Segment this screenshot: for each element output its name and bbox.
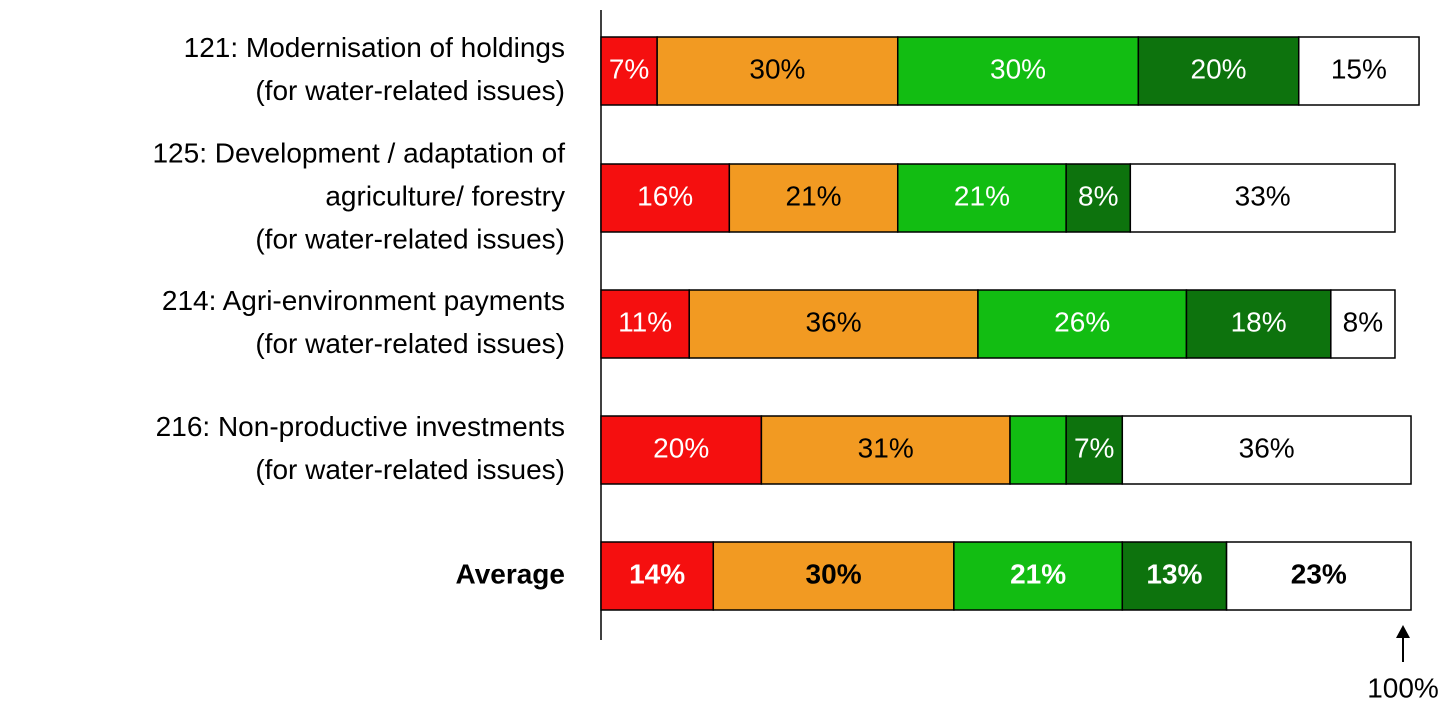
bar-segment (1121, 415, 1412, 485)
bar-segment (1065, 415, 1124, 485)
value-label: 16% (637, 180, 693, 211)
category-label: agriculture/ forestry (325, 180, 565, 211)
category-label: 121: Modernisation of holdings (184, 32, 565, 63)
value-label: 20% (1191, 53, 1247, 84)
bar-segment (600, 541, 715, 611)
bar-segment (688, 289, 979, 359)
bar-segment (712, 541, 955, 611)
category-label: (for water-related issues) (255, 223, 565, 254)
value-label: 7% (1074, 432, 1114, 463)
annotation-text: 100% (1367, 672, 1439, 703)
bar-segment (600, 289, 690, 359)
bar-segment (1297, 36, 1420, 106)
value-label: 21% (1010, 558, 1066, 589)
category-label: (for water-related issues) (255, 454, 565, 485)
value-label: 36% (806, 306, 862, 337)
value-label: 11% (618, 306, 672, 337)
bar-segment (1121, 541, 1228, 611)
bar-segment (896, 36, 1140, 106)
bar-segment (600, 415, 763, 485)
category-label: (for water-related issues) (255, 75, 565, 106)
value-label: 23% (1291, 558, 1347, 589)
bar-segment (656, 36, 899, 106)
bar-segment (1225, 541, 1412, 611)
bar-segment (600, 163, 731, 233)
bar-segment (977, 289, 1188, 359)
bar-segment (1009, 415, 1067, 485)
annotation-arrowhead (1396, 625, 1410, 638)
bar-segment (1185, 289, 1332, 359)
value-label: 33% (1235, 180, 1291, 211)
bar-segment (1129, 163, 1396, 233)
bar-segment (1330, 289, 1396, 359)
value-label: 30% (806, 558, 862, 589)
value-label: 7% (609, 53, 649, 84)
value-label: 8% (1078, 180, 1118, 211)
value-label: 26% (1054, 306, 1110, 337)
value-label: 18% (1231, 306, 1287, 337)
bar-segment (760, 415, 1011, 485)
value-label: 20% (653, 432, 709, 463)
value-label: 30% (990, 53, 1046, 84)
category-label: 125: Development / adaptation of (152, 137, 565, 168)
value-label: 8% (1343, 306, 1383, 337)
value-label: 30% (749, 53, 805, 84)
value-label: 13% (1146, 558, 1202, 589)
category-label: Average (456, 558, 565, 589)
category-label: 216: Non-productive investments (156, 411, 565, 442)
value-label: 21% (786, 180, 842, 211)
category-label: (for water-related issues) (255, 328, 565, 359)
category-label: 214: Agri-environment payments (162, 285, 565, 316)
value-label: 14% (629, 558, 685, 589)
value-label: 21% (954, 180, 1010, 211)
bar-segment (1065, 163, 1132, 233)
value-label: 31% (858, 432, 914, 463)
value-label: 36% (1239, 432, 1295, 463)
value-label: 15% (1331, 53, 1387, 84)
